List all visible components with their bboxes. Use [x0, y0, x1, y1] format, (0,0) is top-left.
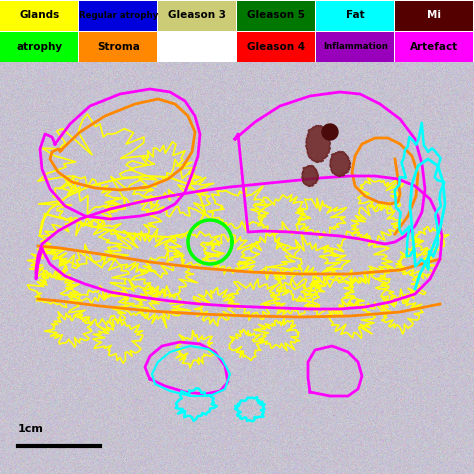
Bar	[316, 1, 394, 30]
Text: Gleason 4: Gleason 4	[247, 42, 306, 52]
Text: Gleason 3: Gleason 3	[168, 10, 227, 20]
Polygon shape	[301, 165, 319, 187]
Polygon shape	[329, 151, 351, 177]
Text: Inflammation: Inflammation	[323, 42, 388, 51]
Polygon shape	[322, 124, 338, 140]
Text: Glands: Glands	[19, 10, 60, 20]
Polygon shape	[306, 125, 330, 163]
Text: Artefact: Artefact	[410, 42, 459, 52]
Text: atrophy: atrophy	[17, 42, 63, 52]
Text: Stroma: Stroma	[97, 42, 140, 52]
Bar	[79, 1, 157, 30]
Bar	[316, 32, 394, 62]
Bar	[158, 1, 237, 30]
Text: Mi: Mi	[428, 10, 441, 20]
Text: Regular atrophy: Regular atrophy	[79, 11, 158, 20]
Bar	[0, 32, 79, 62]
Text: Fat: Fat	[346, 10, 365, 20]
Text: 1cm: 1cm	[18, 424, 44, 434]
Bar	[79, 32, 157, 62]
Bar	[237, 32, 316, 62]
Bar	[395, 1, 474, 30]
Bar	[237, 1, 316, 30]
Bar	[0, 1, 79, 30]
Text: Gleason 5: Gleason 5	[247, 10, 306, 20]
Bar	[395, 32, 474, 62]
